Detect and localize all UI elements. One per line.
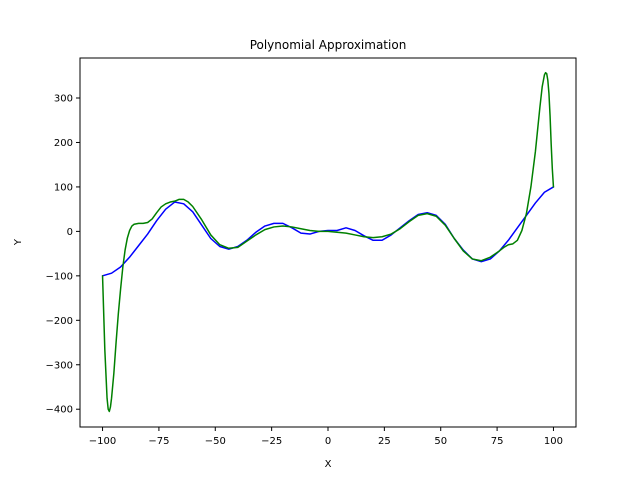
chart-title: Polynomial Approximation bbox=[250, 38, 407, 52]
x-tick-label: −100 bbox=[89, 436, 116, 447]
series-layer bbox=[101, 71, 555, 413]
x-axis-label: X bbox=[325, 459, 332, 470]
y-tick-label: −300 bbox=[46, 360, 73, 371]
x-axis: −100 −75 −50 −25 0 25 50 75 100 bbox=[89, 427, 563, 447]
x-tick-label: 75 bbox=[491, 436, 504, 447]
y-tick-label: 300 bbox=[54, 94, 73, 105]
x-tick-label: −25 bbox=[261, 436, 282, 447]
y-axis-label: Y bbox=[13, 238, 24, 246]
x-tick-label: −75 bbox=[148, 436, 169, 447]
x-tick-label: 50 bbox=[434, 436, 447, 447]
x-tick-label: 100 bbox=[544, 436, 563, 447]
plot-frame bbox=[79, 57, 577, 428]
x-tick-label: 0 bbox=[325, 436, 331, 447]
series-line-2 bbox=[101, 71, 555, 413]
x-tick-label: 25 bbox=[378, 436, 391, 447]
y-tick-label: 0 bbox=[67, 227, 73, 238]
y-tick-label: 100 bbox=[54, 182, 73, 193]
y-tick-label: −100 bbox=[46, 271, 73, 282]
y-tick-label: −400 bbox=[46, 405, 73, 416]
y-tick-label: −200 bbox=[46, 316, 73, 327]
y-tick-label: 200 bbox=[54, 138, 73, 149]
x-tick-label: −50 bbox=[205, 436, 226, 447]
y-axis: −400 −300 −200 −100 0 100 200 300 bbox=[46, 94, 80, 416]
